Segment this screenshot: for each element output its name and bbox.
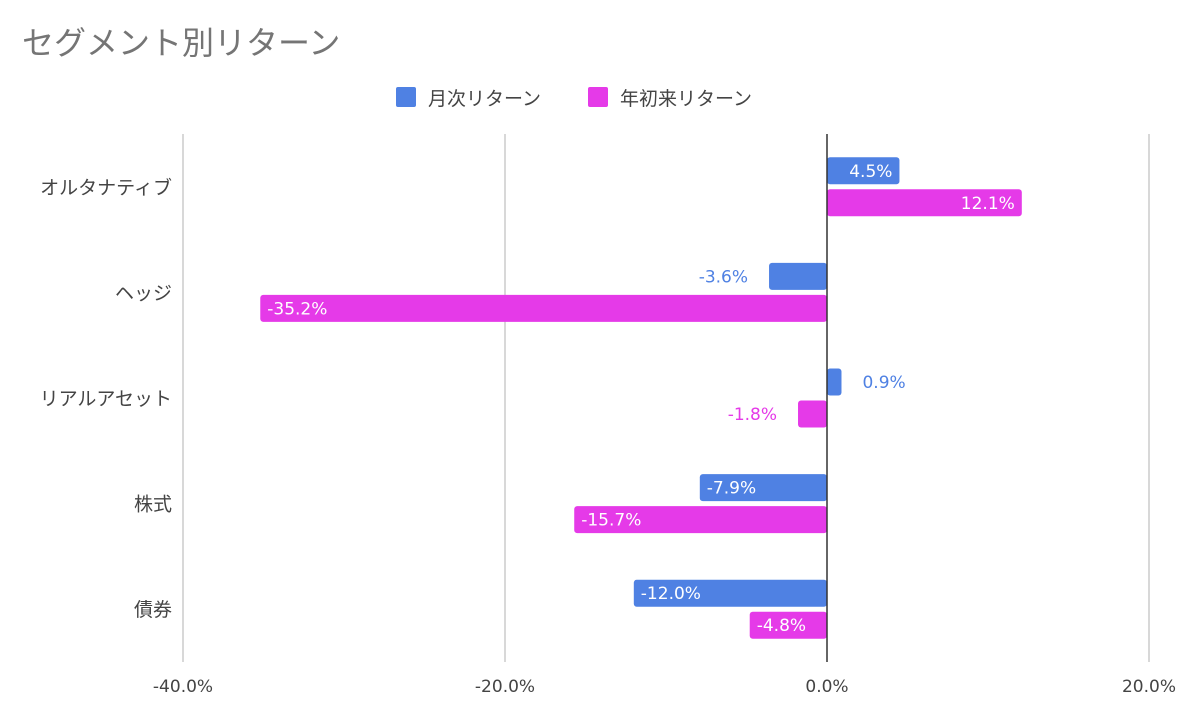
category-label: 株式 [134,494,172,516]
bar [827,189,1022,217]
bar [633,579,827,607]
bar-value-label: -4.8% [757,616,806,636]
bar-value-label: -35.2% [267,299,327,319]
bars [260,157,1022,639]
bar [798,400,827,428]
bar [769,262,827,290]
bar-value-label: 4.5% [849,162,892,182]
bar-value-label: -12.0% [641,584,701,604]
legend-swatch-monthly [396,87,416,107]
category-label: 債券 [134,599,172,621]
category-label: ヘッジ [115,282,172,304]
bar [827,157,900,185]
x-tick-label: -20.0% [475,677,535,697]
legend-swatch-ytd [588,87,608,107]
bar-value-label: -3.6% [699,267,748,287]
bar [749,611,827,639]
legend: 月次リターン 年初来リターン [396,87,752,110]
x-tick-label: 20.0% [1122,677,1176,697]
chart-title: セグメント別リターン [22,24,340,62]
x-tick-label: 0.0% [805,677,848,697]
category-label: リアルアセット [40,388,172,410]
bar [574,506,827,534]
bar-value-label: 0.9% [862,373,905,393]
category-label: オルタナティブ [40,176,172,199]
x-axis-tick-labels: -40.0% -20.0% 0.0% 20.0% [153,677,1176,697]
bar [827,368,842,396]
bar-value-label: -1.8% [728,405,777,425]
bar-value-label: 12.1% [961,194,1015,214]
bar-labels: 4.5% 12.1% -3.6% -35.2% 0.9% -1.8% -7.9% -15.7%… [267,162,1015,636]
bar-value-label: -7.9% [707,479,756,499]
legend-label-monthly: 月次リターン [428,88,541,110]
gridlines [182,134,1150,662]
legend-label-ytd: 年初来リターン [620,88,752,110]
bar-value-label: -15.7% [581,511,641,531]
bar [260,294,827,322]
bar [699,474,827,502]
x-tick-label: -40.0% [153,677,213,697]
